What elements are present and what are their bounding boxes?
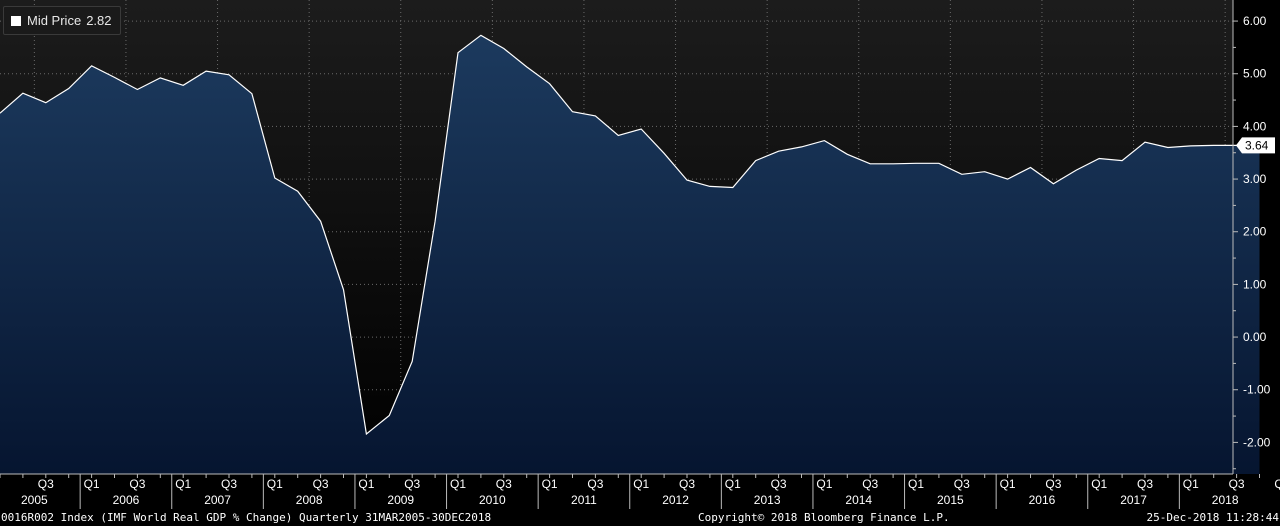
x-quarter-label: Q1 [816, 477, 832, 491]
x-quarter-label: Q3 [1137, 477, 1153, 491]
x-quarter-label: Q1 [84, 477, 100, 491]
y-tick-label: 5.00 [1243, 67, 1267, 81]
footer-ticker-description: 0016R002 Index (IMF World Real GDP % Cha… [1, 511, 492, 524]
x-year-label: 2010 [479, 493, 506, 507]
x-year-label: 2014 [845, 493, 872, 507]
legend-swatch [11, 15, 21, 26]
y-tick-label: 4.00 [1243, 119, 1267, 133]
y-tick-label: 0.00 [1243, 330, 1267, 344]
y-tick-label: 2.00 [1243, 225, 1267, 239]
x-quarter-label: Q3 [38, 477, 54, 491]
x-quarter-label: Q1 [175, 477, 191, 491]
x-year-label: 2017 [1120, 493, 1147, 507]
x-quarter-label: Q3 [496, 477, 512, 491]
x-quarter-label: Q1 [450, 477, 466, 491]
y-tick-label: 3.00 [1243, 172, 1267, 186]
x-quarter-label: Q1 [1274, 477, 1280, 491]
legend[interactable]: Mid Price 2.82 [3, 6, 121, 35]
x-year-label: 2009 [387, 493, 414, 507]
x-quarter-label: Q1 [1091, 477, 1107, 491]
x-year-label: 2018 [1212, 493, 1239, 507]
footer-timestamp: 25-Dec-2018 11:28:44 [1146, 511, 1279, 524]
x-year-label: 2012 [662, 493, 689, 507]
x-quarter-label: Q3 [587, 477, 603, 491]
x-quarter-label: Q3 [129, 477, 145, 491]
x-quarter-label: Q3 [1229, 477, 1245, 491]
y-axis-ticks: 6.00 5.00 4.00 3.00 2.00 1.00 0.00 -1.00 -2.00 [1233, 14, 1271, 470]
x-quarter-label: Q1 [542, 477, 558, 491]
footer-bar: 0016R002 Index (IMF World Real GDP % Cha… [0, 509, 1280, 526]
x-quarter-label: Q1 [358, 477, 374, 491]
x-year-label: 2015 [937, 493, 964, 507]
series-line [0, 34, 1260, 436]
last-value-text: 3.64 [1245, 138, 1269, 152]
x-year-label: 2016 [1029, 493, 1056, 507]
x-quarter-label: Q1 [1183, 477, 1199, 491]
gdp-area-chart: 6.00 5.00 4.00 3.00 2.00 1.00 0.00 -1.00 -2.00 2… [0, 0, 1280, 509]
x-quarter-label: Q1 [633, 477, 649, 491]
x-axis-ticks: 2005 2006 2007 2008 2009 2010 2011 2012 2013 2014… [0, 474, 1280, 509]
legend-series-value: 2.82 [86, 13, 112, 28]
x-quarter-label: Q3 [313, 477, 329, 491]
x-quarter-label: Q1 [267, 477, 283, 491]
x-quarter-label: Q3 [862, 477, 878, 491]
x-quarter-label: Q3 [771, 477, 787, 491]
x-quarter-label: Q1 [1000, 477, 1016, 491]
y-tick-label: -1.00 [1243, 383, 1271, 397]
x-year-label: 2006 [113, 493, 140, 507]
footer-copyright: Copyright© 2018 Bloomberg Finance L.P. [698, 511, 950, 524]
legend-series-name: Mid Price [27, 13, 82, 28]
last-value-label: 3.64 [1236, 137, 1275, 154]
x-quarter-label: Q1 [725, 477, 741, 491]
x-year-label: 2013 [754, 493, 781, 507]
y-tick-label: 6.00 [1243, 14, 1267, 28]
x-quarter-label: Q3 [954, 477, 970, 491]
x-quarter-label: Q3 [221, 477, 237, 491]
x-quarter-label: Q3 [679, 477, 695, 491]
y-tick-label: -2.00 [1243, 435, 1271, 449]
y-tick-label: 1.00 [1243, 277, 1267, 291]
x-year-label: 2011 [571, 493, 597, 507]
x-year-label: 2007 [204, 493, 231, 507]
series-area-fill [0, 35, 1260, 475]
x-quarter-label: Q1 [908, 477, 924, 491]
x-year-label: 2005 [21, 493, 48, 507]
x-quarter-label: Q3 [404, 477, 420, 491]
x-year-label: 2008 [296, 493, 323, 507]
x-quarter-label: Q3 [1045, 477, 1061, 491]
